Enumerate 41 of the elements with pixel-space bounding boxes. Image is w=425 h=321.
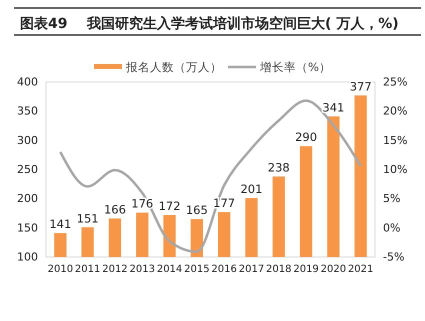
x-tick-label: 2018	[266, 264, 292, 276]
y-tick-label: 350	[17, 104, 38, 118]
y2-tick-label: 5%	[383, 192, 400, 206]
data-label: 341	[322, 100, 344, 114]
data-label: 165	[186, 203, 208, 218]
x-tick-label: 2013	[130, 264, 155, 276]
data-label: 201	[240, 182, 262, 196]
data-label: 151	[76, 211, 99, 226]
data-label: 141	[49, 217, 72, 232]
x-tick-label: 2012	[102, 264, 128, 276]
data-label: 176	[131, 196, 154, 211]
y-tick-label: 250	[17, 163, 38, 176]
legend-label: 增长率（%）	[259, 60, 331, 74]
data-label: 172	[158, 199, 181, 213]
data-label: 377	[350, 79, 372, 94]
y2-tick-label: 25%	[383, 76, 408, 89]
y2-tick-label: 10%	[383, 163, 408, 176]
legend-label: 报名人数（万人）	[125, 60, 222, 74]
y-tick-label: 400	[17, 76, 38, 89]
y-tick-label: 200	[17, 192, 38, 206]
y2-tick-label: -5%	[383, 250, 404, 264]
x-tick-label: 2010	[48, 264, 74, 276]
x-tick-label: 2017	[238, 264, 264, 276]
data-label: 290	[295, 130, 318, 144]
data-label: 166	[104, 202, 126, 216]
data-label: 238	[268, 160, 290, 174]
x-tick-label: 2021	[348, 264, 374, 276]
x-tick-label: 2011	[74, 264, 100, 276]
x-tick-label: 2020	[320, 264, 346, 276]
y-tick-label: 300	[17, 134, 38, 147]
x-tick-label: 2019	[293, 264, 319, 276]
y2-tick-label: 0%	[383, 221, 400, 234]
x-tick-label: 2015	[184, 264, 210, 276]
y-tick-label: 100	[17, 250, 38, 264]
y2-tick-label: 20%	[383, 104, 408, 118]
x-tick-label: 2016	[211, 264, 237, 276]
chart-title: 图表49 我国研究生入学考试培训市场空间巨大( 万人，%)	[20, 15, 399, 32]
y-tick-label: 150	[17, 221, 38, 234]
data-label: 177	[213, 196, 236, 210]
x-tick-label: 2014	[156, 264, 182, 276]
y2-tick-label: 15%	[383, 134, 408, 147]
